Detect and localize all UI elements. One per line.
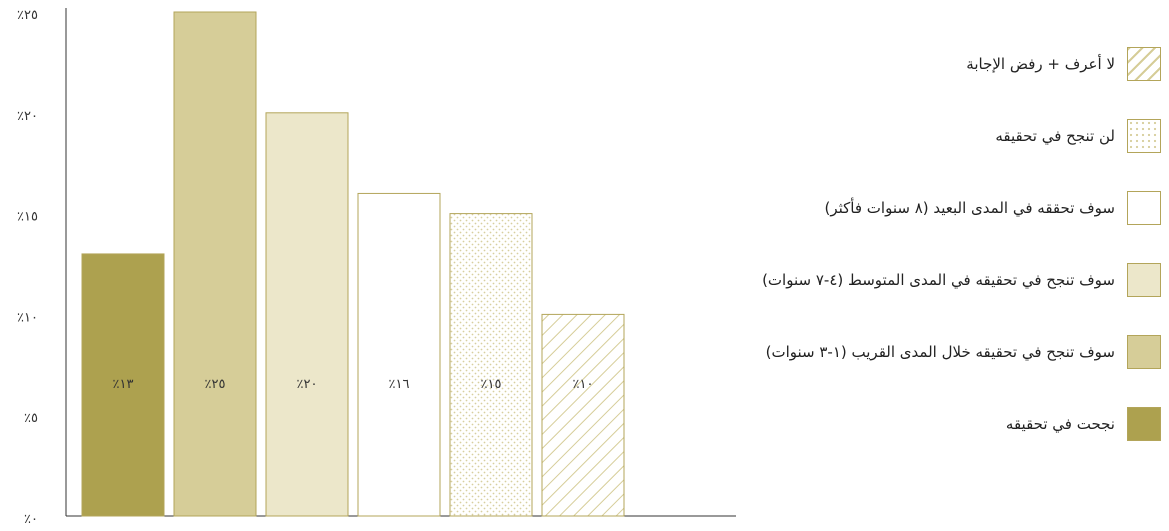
legend-item: سوف تنجح في تحقيقه خلال المدى القريب (١-… bbox=[641, 332, 1161, 372]
legend-label: لن تنجح في تحقيقه bbox=[995, 127, 1115, 145]
y-tick-label: ٪٥ bbox=[24, 411, 38, 426]
data-label: ٪٢٠ bbox=[297, 377, 318, 392]
bar bbox=[265, 112, 349, 517]
data-label: ٪١٥ bbox=[481, 377, 502, 392]
bar bbox=[449, 213, 533, 517]
legend-swatch bbox=[1127, 191, 1161, 225]
y-tick-label: ٪١٥ bbox=[17, 210, 38, 225]
bar bbox=[541, 313, 625, 517]
legend-item: سوف تنجح في تحقيقه في المدى المتوسط (٤-٧… bbox=[641, 260, 1161, 300]
legend-item: لن تنجح في تحقيقه bbox=[641, 116, 1161, 156]
data-labels-group: ٪١٣ ٪٢٥ ٪٢٠ ٪١٦ ٪١٥ ٪١٠ bbox=[113, 377, 594, 392]
data-label: ٪١٦ bbox=[389, 377, 410, 392]
legend-swatch bbox=[1127, 119, 1161, 153]
legend-item: سوف تحققه في المدى البعيد (٨ سنوات فأكثر… bbox=[641, 188, 1161, 228]
legend-label: لا أعرف + رفض الإجابة bbox=[966, 55, 1115, 73]
legend-label: نجحت في تحقيقه bbox=[1005, 415, 1115, 433]
data-label: ٪٢٥ bbox=[205, 377, 226, 392]
data-label: ٪١٣ bbox=[113, 377, 134, 392]
bar bbox=[81, 253, 165, 517]
legend-swatch bbox=[1127, 407, 1161, 441]
y-tick-label: ٪٠ bbox=[24, 512, 38, 527]
legend-swatch bbox=[1127, 263, 1161, 297]
y-tick-label: ٪١٠ bbox=[17, 310, 38, 325]
legend-item: لا أعرف + رفض الإجابة bbox=[641, 44, 1161, 84]
legend: لا أعرف + رفض الإجابة لن تنجح في تحقيقه سو… bbox=[641, 44, 1161, 476]
data-label: ٪١٠ bbox=[573, 377, 594, 392]
bar-chart: ٪٠ ٪٥ ٪١٠ ٪١٥ ٪٢٠ ٪٢٥ ٪١٣ ٪٢٥ ٪٢٠ ٪١٦ ٪١٥ ٪١٠ bbox=[17, 8, 736, 527]
bar bbox=[173, 11, 257, 517]
bar bbox=[357, 192, 441, 517]
legend-label: سوف تحققه في المدى البعيد (٨ سنوات فأكثر… bbox=[824, 199, 1115, 217]
bars-group bbox=[81, 11, 625, 517]
legend-label: سوف تنجح في تحقيقه خلال المدى القريب (١-… bbox=[765, 343, 1115, 361]
legend-swatch bbox=[1127, 335, 1161, 369]
y-tick-label: ٪٢٠ bbox=[17, 109, 38, 124]
y-tick-label: ٪٢٥ bbox=[17, 8, 38, 23]
legend-label: سوف تنجح في تحقيقه في المدى المتوسط (٤-٧… bbox=[762, 271, 1115, 289]
legend-item: نجحت في تحقيقه bbox=[641, 404, 1161, 444]
legend-swatch bbox=[1127, 47, 1161, 81]
